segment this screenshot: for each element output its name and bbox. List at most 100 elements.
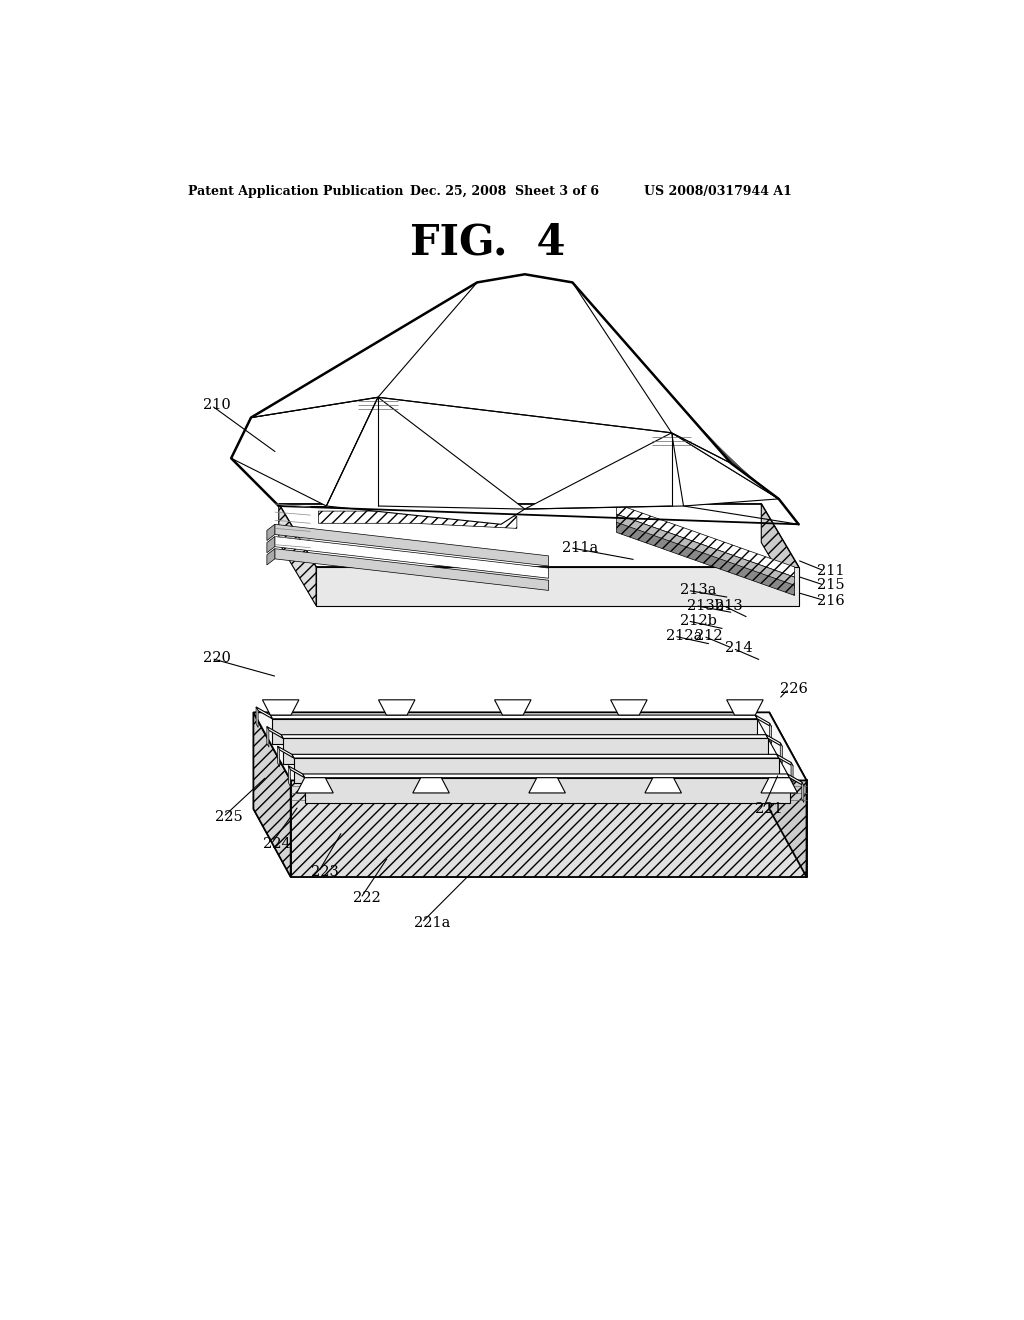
Polygon shape — [297, 777, 333, 793]
Polygon shape — [253, 809, 807, 876]
Polygon shape — [231, 397, 378, 506]
Polygon shape — [761, 777, 798, 793]
Text: 215: 215 — [817, 578, 845, 593]
Polygon shape — [766, 735, 782, 747]
Polygon shape — [304, 738, 408, 754]
Text: 222: 222 — [352, 891, 380, 906]
Polygon shape — [660, 754, 756, 777]
Polygon shape — [278, 746, 294, 758]
Polygon shape — [274, 524, 549, 566]
Text: 216: 216 — [817, 594, 845, 607]
Polygon shape — [410, 719, 513, 735]
Text: 224: 224 — [263, 837, 291, 851]
Polygon shape — [780, 743, 782, 763]
Polygon shape — [291, 780, 807, 876]
Polygon shape — [610, 700, 647, 715]
Polygon shape — [555, 774, 651, 797]
Polygon shape — [641, 719, 745, 735]
Polygon shape — [674, 777, 769, 799]
Text: 213: 213 — [715, 598, 743, 612]
Polygon shape — [386, 715, 441, 777]
Polygon shape — [761, 504, 799, 606]
Text: FIG.  4: FIG. 4 — [410, 222, 565, 264]
Polygon shape — [312, 754, 408, 777]
Polygon shape — [431, 758, 535, 774]
Text: 213a: 213a — [680, 583, 716, 598]
Text: 212a: 212a — [666, 630, 702, 643]
Polygon shape — [267, 726, 284, 738]
Polygon shape — [616, 504, 795, 577]
Polygon shape — [787, 774, 804, 785]
Polygon shape — [274, 549, 549, 590]
Text: 212b: 212b — [680, 614, 717, 628]
Polygon shape — [256, 708, 272, 719]
Polygon shape — [279, 504, 316, 606]
Polygon shape — [262, 700, 299, 715]
Text: 221: 221 — [755, 801, 782, 816]
Polygon shape — [525, 719, 630, 735]
Polygon shape — [756, 715, 771, 727]
Polygon shape — [294, 758, 779, 783]
Polygon shape — [279, 504, 799, 568]
Polygon shape — [524, 433, 778, 510]
Polygon shape — [536, 738, 640, 754]
Text: US 2008/0317944 A1: US 2008/0317944 A1 — [644, 185, 792, 198]
Text: 211: 211 — [817, 564, 845, 578]
Polygon shape — [616, 523, 795, 595]
Polygon shape — [441, 777, 537, 799]
Polygon shape — [289, 766, 305, 777]
Text: 213b: 213b — [687, 598, 725, 612]
Polygon shape — [545, 754, 640, 777]
Polygon shape — [727, 700, 763, 715]
Polygon shape — [270, 715, 758, 719]
Polygon shape — [282, 735, 768, 738]
Text: 210: 210 — [204, 399, 231, 412]
Polygon shape — [528, 777, 565, 793]
Polygon shape — [572, 282, 778, 499]
Polygon shape — [305, 777, 790, 803]
Polygon shape — [769, 713, 807, 876]
Polygon shape — [777, 754, 794, 766]
Polygon shape — [289, 766, 291, 787]
Polygon shape — [302, 735, 397, 758]
Polygon shape — [324, 774, 419, 797]
Text: 221a: 221a — [414, 916, 451, 929]
Polygon shape — [429, 754, 524, 777]
Polygon shape — [303, 774, 790, 777]
Polygon shape — [327, 397, 524, 524]
Polygon shape — [645, 777, 681, 793]
Polygon shape — [379, 700, 415, 715]
Polygon shape — [251, 275, 731, 463]
Polygon shape — [253, 713, 807, 780]
Polygon shape — [270, 715, 326, 777]
Polygon shape — [267, 726, 269, 747]
Polygon shape — [267, 536, 274, 553]
Polygon shape — [547, 758, 651, 774]
Polygon shape — [618, 715, 674, 777]
Polygon shape — [278, 746, 280, 767]
Text: 225: 225 — [215, 810, 243, 824]
Polygon shape — [652, 738, 756, 754]
Polygon shape — [557, 777, 653, 799]
Polygon shape — [318, 511, 517, 528]
Polygon shape — [293, 719, 397, 735]
Text: 211a: 211a — [562, 541, 598, 554]
Text: Dec. 25, 2008  Sheet 3 of 6: Dec. 25, 2008 Sheet 3 of 6 — [410, 185, 599, 198]
Polygon shape — [495, 700, 531, 715]
Text: 223: 223 — [310, 865, 338, 879]
Polygon shape — [274, 536, 549, 578]
Polygon shape — [272, 719, 758, 744]
Polygon shape — [616, 515, 795, 587]
Text: 212: 212 — [695, 630, 723, 643]
Polygon shape — [769, 723, 771, 743]
Polygon shape — [734, 715, 790, 777]
Polygon shape — [802, 781, 804, 803]
Polygon shape — [316, 568, 799, 606]
Polygon shape — [314, 758, 419, 774]
Polygon shape — [326, 777, 421, 799]
Polygon shape — [418, 735, 513, 758]
Text: Patent Application Publication: Patent Application Publication — [187, 185, 403, 198]
Polygon shape — [791, 763, 794, 783]
Polygon shape — [439, 774, 535, 797]
Polygon shape — [672, 774, 767, 797]
